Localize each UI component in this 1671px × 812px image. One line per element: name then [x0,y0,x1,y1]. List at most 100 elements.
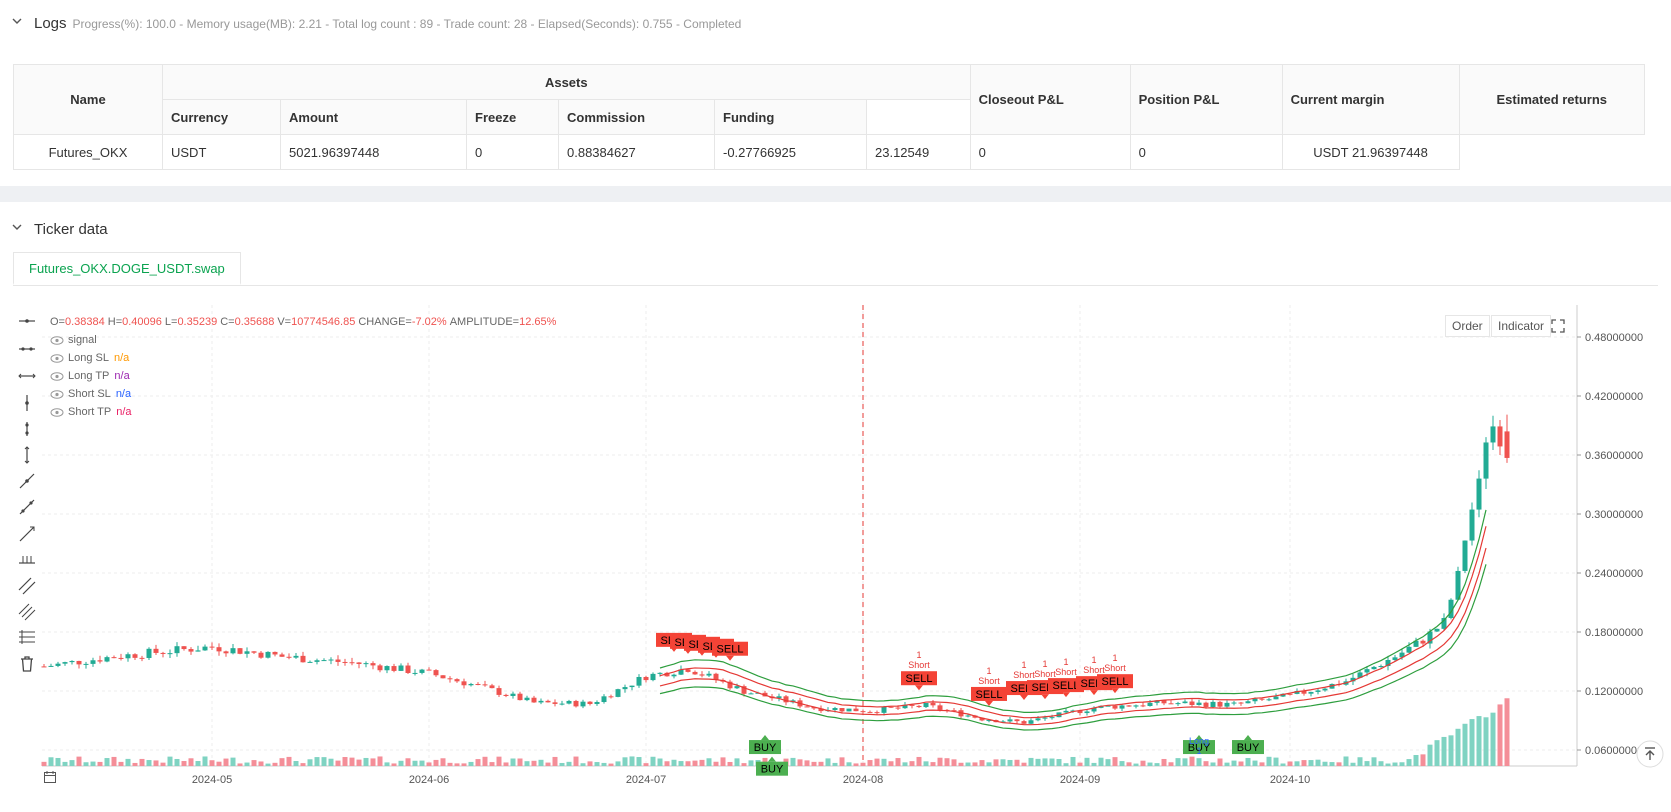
parallel-channel-icon[interactable] [18,577,36,595]
x-tick-label: 2024-08 [843,774,883,786]
candle-body [1252,698,1258,702]
vertical-line-icon[interactable] [18,394,36,412]
chevron-down-icon[interactable] [12,16,22,26]
ticker-header[interactable]: Ticker data [12,221,108,238]
volume-bar [1315,759,1321,766]
fib-channel-icon[interactable] [18,603,36,621]
vertical-segment-icon[interactable] [18,420,36,438]
trend-line-icon[interactable] [18,472,36,490]
candle-body [1469,509,1475,541]
candle-body [90,660,96,664]
candle-body [643,676,649,681]
ray-line-icon[interactable] [18,525,36,543]
lower-band-outer [659,564,1487,731]
price-line-icon[interactable] [18,550,36,568]
eye-icon[interactable] [50,389,64,399]
volume-bar [244,762,250,766]
candle-body [1147,702,1153,706]
eye-icon[interactable] [50,371,64,381]
volume-bar [1490,712,1496,766]
candle-body [377,665,383,671]
candle-body [706,673,712,676]
volume-bar [1455,728,1461,766]
candle-body [1084,711,1090,714]
volume-bar [566,761,572,766]
volume-bar [454,763,460,766]
candle-body [734,686,740,689]
legend-item-long-sl[interactable]: Long SL n/a [50,349,559,367]
legend-item-long-tp[interactable]: Long TP n/a [50,367,559,385]
eye-icon[interactable] [50,335,64,345]
volume-bar [1280,763,1286,766]
volume-bar [678,761,684,766]
horizontal-line-icon[interactable] [18,340,36,358]
candle-body [1294,690,1300,694]
order-button[interactable]: Order [1445,315,1490,337]
volume-bar [1399,762,1405,766]
candle-body [1476,478,1482,510]
candle-body [804,706,810,708]
candle-body [839,708,845,712]
legend-item-short-tp[interactable]: Short TP n/a [50,403,559,421]
fib-retracement-icon[interactable] [18,628,36,646]
volume-bar [636,757,642,766]
volume-bar [944,758,950,766]
candle-body [664,672,670,677]
candle-body [468,683,474,686]
horizontal-ray-icon[interactable] [18,312,36,330]
candle-body [566,700,572,704]
candle-body [342,661,348,663]
vertical-ray-icon[interactable] [18,446,36,464]
volume-bar [1266,756,1272,766]
candle-body [1161,700,1167,704]
candle-body [832,708,838,711]
candle-body [986,720,992,722]
legend-item-signal[interactable]: signal [50,331,559,349]
volume-bar [146,760,152,766]
volume-bar [97,761,103,766]
tab-doge-usdt-swap[interactable]: Futures_OKX.DOGE_USDT.swap [13,252,241,285]
candle-body [335,659,341,662]
indicator-button[interactable]: Indicator [1491,315,1552,337]
tab-divider [13,285,1658,286]
col-closeout: Closeout P&L [969,64,1131,135]
candle-body [1091,707,1097,712]
candle-body [461,681,467,686]
volume-bar [1105,759,1111,766]
calendar-icon[interactable] [43,770,57,784]
candle-body [1140,705,1146,707]
cell-position: 0 [969,134,1131,170]
short-count: 1 [1063,657,1068,667]
chevron-down-icon[interactable] [12,222,22,232]
candle-body [447,678,453,680]
volume-bar [1063,763,1069,766]
logs-header[interactable]: Logs Progress(%): 100.0 - Memory usage(M… [12,15,741,32]
volume-bar [664,761,670,766]
sell-marker-pointer [1041,694,1049,700]
candle-body [1189,701,1195,706]
candle-body [419,669,425,673]
candle-body [370,663,376,666]
eye-icon[interactable] [50,353,64,363]
volume-bar [90,761,96,766]
sell-marker-pointer [1062,692,1070,698]
ohlc-v: 10774546.85 [291,316,356,328]
segment-icon[interactable] [18,498,36,516]
eye-icon[interactable] [50,407,64,417]
trash-icon[interactable] [18,655,36,673]
candle-body [1196,702,1202,706]
volume-bar [741,763,747,766]
candle-body [1378,666,1384,668]
volume-bar [531,760,537,766]
fullscreen-icon[interactable] [1551,319,1565,333]
col-returns: Estimated returns [1458,64,1646,135]
y-tick-label: 0.36000000 [1585,450,1643,462]
volume-bar [328,758,334,766]
volume-bar [370,758,376,766]
legend-item-short-sl[interactable]: Short SL n/a [50,385,559,403]
volume-bar [853,763,859,766]
scroll-to-top-icon[interactable] [1636,740,1664,768]
x-tick-label: 2024-09 [1060,774,1100,786]
extended-line-icon[interactable] [18,367,36,385]
